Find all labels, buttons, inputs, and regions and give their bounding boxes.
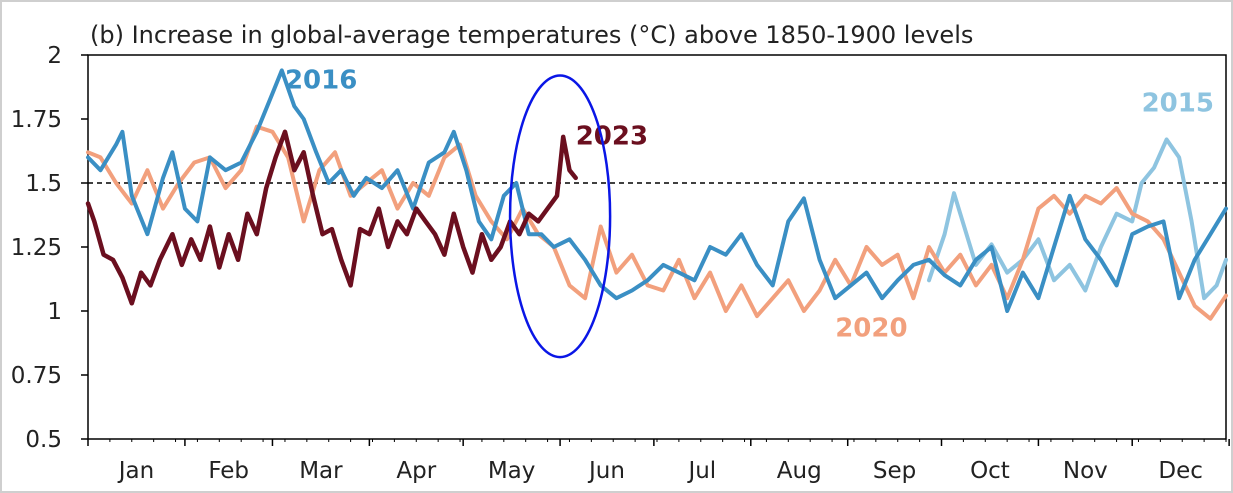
- x-tick-label: Oct: [970, 458, 1010, 484]
- y-tick-label: 2: [47, 43, 62, 69]
- x-tick-label: Dec: [1158, 458, 1203, 484]
- x-tick-label: Feb: [208, 458, 249, 484]
- series-line-2020: [86, 124, 1228, 321]
- highlight-ellipse: [508, 74, 612, 359]
- y-tick-label: 0.5: [25, 427, 62, 453]
- series-label-2015: 2015: [1142, 88, 1214, 118]
- y-tick-label: 1.25: [11, 235, 62, 261]
- chart-title: (b) Increase in global-average temperatu…: [90, 21, 973, 49]
- series-labels: 2015 2020 2016 2023: [285, 65, 1214, 343]
- x-tick-label: May: [488, 458, 536, 484]
- series-layer: [85, 68, 1228, 321]
- y-tick-label: 1.75: [11, 107, 62, 133]
- series-line-2016: [86, 68, 1228, 313]
- x-tick-label: Jun: [587, 458, 625, 484]
- x-tick-label: Apr: [396, 458, 436, 484]
- y-tick-label: 0.75: [11, 363, 62, 389]
- x-tick-label: Sep: [873, 458, 916, 484]
- series-line-2015: [927, 137, 1228, 301]
- x-tick-label: Aug: [777, 458, 822, 484]
- series-label-2020: 2020: [835, 314, 907, 344]
- series-label-2016: 2016: [285, 65, 357, 95]
- y-axis: 0.5 0.75 1 1.25 1.5 1.75 2: [11, 43, 88, 453]
- x-tick-label: Jan: [117, 458, 154, 484]
- series-label-2023: 2023: [576, 122, 648, 152]
- x-axis: Jan Feb Mar Apr May Jun Jul Aug Sep Oct Nov Dec: [87, 439, 1230, 484]
- series-line-2023: [85, 129, 578, 306]
- x-tick-label: Nov: [1063, 458, 1108, 484]
- y-tick-label: 1: [47, 299, 62, 325]
- x-tick-label: Mar: [299, 458, 343, 484]
- y-tick-label: 1.5: [25, 171, 62, 197]
- x-tick-label: Jul: [686, 458, 716, 484]
